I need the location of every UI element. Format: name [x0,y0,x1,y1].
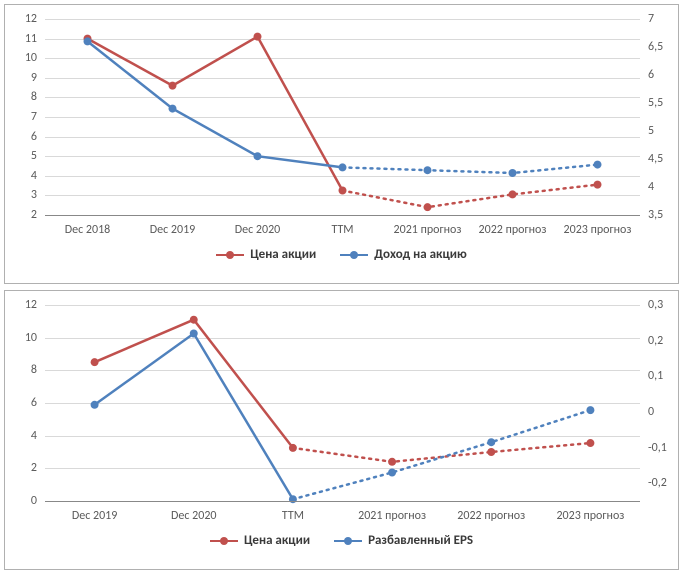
y-right-tick-label: -0,1 [648,441,667,455]
y-left-tick-label: 2 [5,208,37,222]
y-right-tick-label: 6,5 [648,40,663,54]
x-tick-label: 2022 прогноз [457,509,525,523]
legend-label: Цена акции [244,533,310,548]
legend-item-eps: Разбавленный EPS [334,533,473,548]
series-marker-price [388,458,396,466]
y-right-tick-label: 0,3 [648,298,663,312]
series-marker-price [509,190,517,198]
series-marker-eps [388,468,396,476]
series-marker-eps [190,330,198,338]
legend-item-price: Цена акции [210,533,310,548]
y-left-tick-label: 11 [5,32,37,46]
series-marker-eps [91,401,99,409]
y-right-tick-label: -0,2 [648,476,667,490]
series-marker-eps [339,163,347,171]
series-marker-eps [289,495,297,503]
chart-top-legend: Цена акции Доход на акцию [5,247,678,262]
legend-swatch-price [210,535,238,547]
series-marker-eps [487,438,495,446]
series-marker-eps [169,105,177,113]
y-left-tick-label: 4 [5,169,37,183]
x-axis-line [45,501,640,502]
y-left-tick-label: 5 [5,149,37,163]
series-marker-price [424,203,432,211]
series-marker-eps [254,152,262,160]
series-line-price-forecast [343,185,598,208]
x-tick-label: Dec 2018 [65,223,110,237]
y-left-tick-label: 0 [5,494,37,508]
x-tick-label: 2023 прогноз [556,509,624,523]
y-left-tick-label: 4 [5,429,37,443]
series-marker-price [169,82,177,90]
y-left-tick-label: 6 [5,396,37,410]
y-left-tick-label: 7 [5,110,37,124]
x-axis-line [45,215,640,216]
legend-label: Доход на акцию [374,247,467,262]
y-left-tick-label: 8 [5,90,37,104]
series-line-price [88,37,343,191]
legend-item-price: Цена акции [216,247,316,262]
chart-top: 2 3 4 5 6 7 8 9 10 11 12 3,5 4 4,5 5 5,5 6 6,5 7 Dec 2018 De… [4,4,679,284]
y-left-tick-label: 6 [5,130,37,144]
y-right-tick-label: 7 [648,12,654,26]
x-tick-label: TTM [282,509,304,523]
x-tick-label: 2023 прогноз [564,223,632,237]
y-right-tick-label: 0 [648,405,654,419]
x-tick-label: 2022 прогноз [479,223,547,237]
series-line-eps-forecast [343,165,598,173]
series-marker-price [289,444,297,452]
y-right-tick-label: 4 [648,180,654,194]
legend-swatch-price [216,249,244,261]
y-right-tick-label: 3,5 [648,208,663,222]
x-tick-label: Dec 2019 [150,223,195,237]
series-marker-price [254,33,262,41]
series-marker-price [190,316,198,324]
dual-chart-panel: 2 3 4 5 6 7 8 9 10 11 12 3,5 4 4,5 5 5,5 6 6,5 7 Dec 2018 De… [0,0,683,575]
series-marker-price [487,448,495,456]
series-line-eps [95,334,293,500]
series-marker-price [594,181,602,189]
y-left-tick-label: 12 [5,12,37,26]
series-marker-price [91,358,99,366]
series-marker-eps [84,37,92,45]
y-left-tick-label: 12 [5,298,37,312]
chart-bottom-legend: Цена акции Разбавленный EPS [5,533,678,548]
series-line-price-forecast [293,443,591,462]
x-tick-label: Dec 2020 [171,509,216,523]
x-tick-label: TTM [331,223,353,237]
x-tick-label: Dec 2019 [72,509,117,523]
x-tick-label: 2021 прогноз [394,223,462,237]
y-right-tick-label: 6 [648,68,654,82]
series-marker-eps [509,169,517,177]
series-marker-eps [586,406,594,414]
y-right-tick-label: 5 [648,124,654,138]
chart-top-lines [45,19,640,215]
legend-swatch-eps [340,249,368,261]
legend-label: Цена акции [250,247,316,262]
x-tick-label: 2021 прогноз [358,509,426,523]
legend-item-eps: Доход на акцию [340,247,467,262]
legend-label: Разбавленный EPS [368,533,473,548]
chart-top-plot [45,19,640,215]
y-left-tick-label: 3 [5,188,37,202]
y-right-tick-label: 0,1 [648,369,663,383]
y-left-tick-label: 2 [5,461,37,475]
y-right-tick-label: 4,5 [648,152,663,166]
series-marker-price [586,439,594,447]
series-marker-price [339,187,347,195]
chart-bottom: 0 2 4 6 8 10 12 -0,2 -0,1 0 0,1 0,2 0,3 Dec 2019 Dec 2… [4,290,679,570]
series-marker-eps [594,161,602,169]
y-left-tick-label: 9 [5,71,37,85]
x-tick-label: Dec 2020 [235,223,280,237]
series-marker-eps [424,166,432,174]
chart-bottom-plot [45,305,640,501]
chart-bottom-lines [45,305,640,501]
y-right-tick-label: 5,5 [648,96,663,110]
y-left-tick-label: 10 [5,331,37,345]
legend-swatch-eps [334,535,362,547]
y-left-tick-label: 10 [5,51,37,65]
y-right-tick-label: 0,2 [648,334,663,348]
y-left-tick-label: 8 [5,363,37,377]
